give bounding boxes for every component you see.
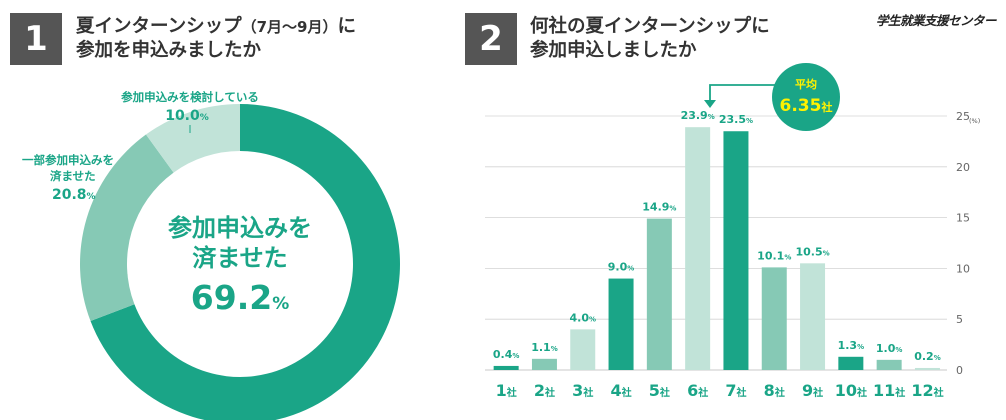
bar-3 [570, 329, 596, 370]
donut-slice-1 [90, 104, 400, 420]
value-considering: 10.0% [165, 108, 209, 124]
x-tick-2: 2社 [534, 381, 555, 400]
average-bubble [772, 63, 840, 131]
bar-label-4: 9.0% [608, 261, 635, 274]
bar-label-2: 1.1% [531, 341, 558, 354]
value-partial: 20.8% [52, 187, 96, 203]
label-partial-line2: 済ませた [50, 169, 96, 183]
donut-slice-2 [79, 134, 174, 322]
center-value: 69.2% [191, 278, 289, 317]
donut-slice-3 [145, 104, 240, 173]
bar-4 [608, 278, 634, 370]
center-label-line1: 参加申込みを [168, 214, 312, 242]
x-tick-1: 1社 [496, 381, 517, 400]
bar-8 [761, 267, 787, 370]
bar-label-1: 0.4% [493, 348, 520, 361]
y-axis-unit: (%) [969, 117, 980, 125]
bar-label-7: 23.5% [719, 113, 753, 126]
panel2-title-line2: 参加申込しましたか [530, 40, 697, 61]
bar-12 [914, 367, 940, 370]
bar-10 [838, 356, 864, 370]
x-tick-9: 9社 [802, 381, 823, 400]
x-tick-8: 8社 [764, 381, 785, 400]
bar-9 [800, 263, 826, 370]
panel1-title-line2: 参加を申込みましたか [76, 40, 262, 61]
panel2-title: 何社の夏インターンシップに 参加申込しましたか [530, 15, 770, 63]
y-tick-15: 15 [956, 212, 970, 225]
bar-label-3: 4.0% [569, 311, 596, 324]
x-tick-3: 3社 [572, 381, 593, 400]
average-label: 平均 [795, 77, 817, 91]
bar-7 [723, 131, 749, 370]
bar-label-5: 14.9% [642, 201, 676, 214]
average-callout: 平均 6.35社 [704, 63, 840, 131]
bar-2 [531, 358, 557, 370]
label-considering: 参加申込みを検討している [120, 90, 259, 104]
bar-11 [876, 359, 902, 370]
bar-label-6: 23.9% [681, 109, 715, 122]
average-arrow-line [709, 84, 780, 102]
bar-label-9: 10.5% [795, 245, 829, 258]
bar-label-8: 10.1% [757, 249, 791, 262]
panel1-title: 夏インターンシップ（7月〜9月）に 参加を申込みましたか [76, 15, 356, 63]
x-tick-4: 4社 [610, 381, 631, 400]
x-tick-11: 11社 [873, 381, 905, 400]
x-tick-7: 7社 [725, 381, 746, 400]
bar-label-12: 0.2% [914, 350, 941, 363]
bar-1 [493, 365, 519, 370]
panel1-number-badge: 1 [10, 13, 62, 65]
bar-label-11: 1.0% [876, 342, 903, 355]
average-arrow-head [704, 100, 716, 108]
x-tick-12: 12社 [911, 381, 943, 400]
y-tick-25: 25 [956, 110, 970, 123]
x-tick-6: 6社 [687, 381, 708, 400]
label-partial-line1: 一部参加申込みを [22, 153, 114, 167]
center-label-line2: 済ませた [192, 244, 287, 272]
average-value: 6.35社 [780, 96, 833, 116]
y-tick-20: 20 [956, 161, 970, 174]
y-tick-0: 0 [956, 364, 963, 377]
panel2-number-badge: 2 [465, 13, 517, 65]
brand-logo: 学生就業支援センター [875, 13, 997, 28]
bar-5 [646, 218, 672, 370]
panel2-title-line1: 何社の夏インターンシップに [530, 16, 770, 37]
y-tick-10: 10 [956, 262, 970, 275]
x-tick-5: 5社 [649, 381, 670, 400]
bar-6 [685, 127, 711, 371]
x-tick-10: 10社 [835, 381, 867, 400]
bar-label-10: 1.3% [838, 339, 865, 352]
y-tick-5: 5 [956, 313, 963, 326]
panel1-title-line1: 夏インターンシップ（7月〜9月）に [76, 16, 356, 37]
